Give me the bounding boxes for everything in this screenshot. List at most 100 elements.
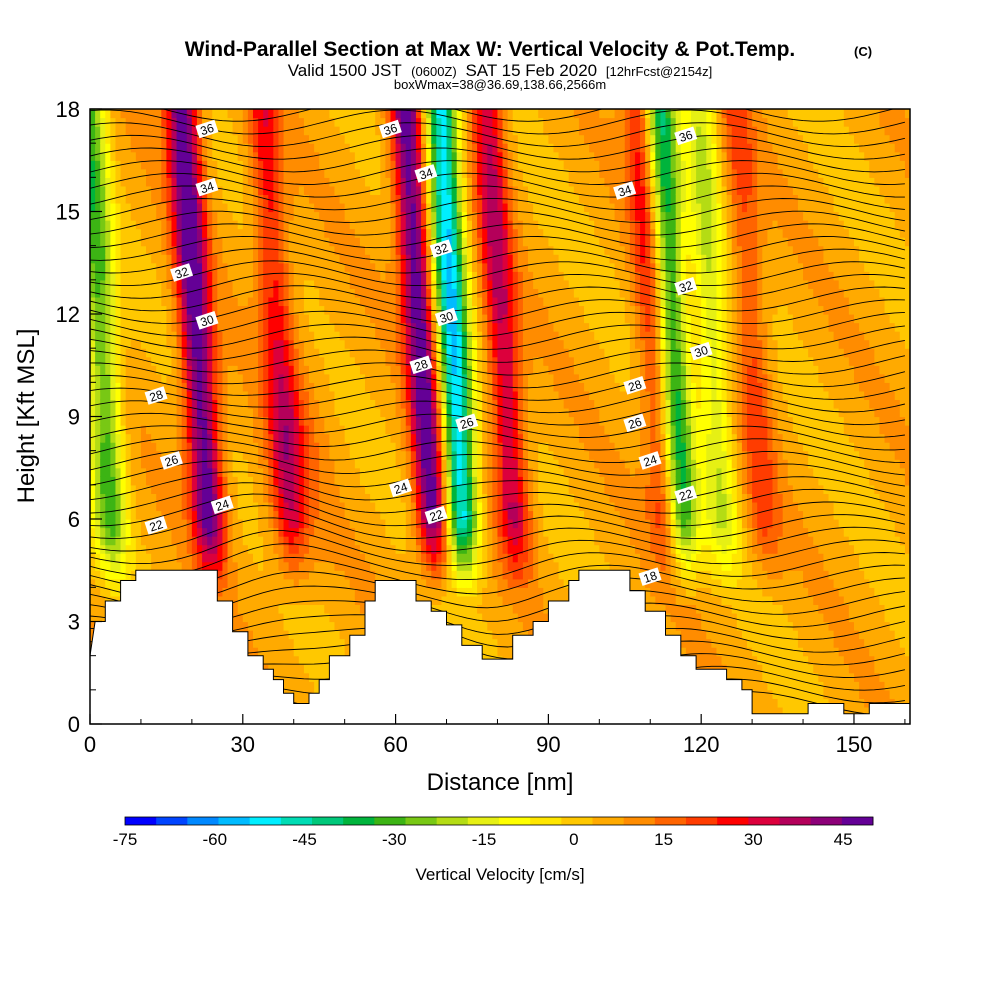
velocity-cell	[222, 220, 229, 230]
velocity-cell	[232, 544, 239, 554]
velocity-cell	[263, 604, 269, 614]
velocity-cell	[202, 459, 208, 469]
velocity-cell	[217, 476, 224, 486]
velocity-cell	[100, 245, 106, 255]
velocity-cell	[273, 228, 280, 238]
velocity-cell	[161, 527, 167, 537]
velocity-cell	[217, 117, 224, 127]
velocity-cell	[421, 416, 427, 426]
velocity-cell	[166, 185, 173, 196]
velocity-cell	[161, 425, 167, 435]
velocity-cell	[222, 442, 229, 452]
velocity-cell	[217, 356, 224, 366]
velocity-cell	[298, 151, 305, 161]
velocity-cell	[293, 296, 300, 307]
velocity-cell	[405, 211, 412, 221]
velocity-cell	[171, 228, 178, 238]
velocity-cell	[421, 578, 427, 588]
velocity-cell	[339, 433, 346, 443]
velocity-cell	[273, 655, 280, 665]
velocity-cell	[100, 339, 106, 349]
velocity-cell	[100, 467, 106, 477]
velocity-cell	[252, 604, 259, 614]
velocity-cell	[207, 211, 213, 221]
velocity-cell	[324, 134, 330, 144]
velocity-cell	[375, 279, 381, 289]
velocity-cell	[288, 476, 295, 486]
velocity-cell	[426, 134, 432, 144]
velocity-cell	[431, 373, 437, 383]
velocity-cell	[140, 544, 147, 554]
velocity-cell	[242, 425, 249, 435]
velocity-cell	[95, 493, 101, 503]
velocity-cell	[212, 331, 218, 341]
velocity-cell	[140, 348, 147, 358]
velocity-cell	[354, 450, 361, 460]
velocity-cell	[395, 339, 402, 349]
velocity-cell	[196, 476, 203, 486]
velocity-cell	[146, 202, 152, 213]
velocity-cell	[334, 553, 341, 563]
velocity-cell	[349, 450, 356, 460]
velocity-cell	[314, 322, 320, 332]
velocity-cell	[334, 450, 341, 460]
velocity-cell	[344, 296, 351, 307]
velocity-cell	[283, 407, 290, 418]
velocity-cell	[186, 484, 193, 494]
velocity-cell	[125, 459, 132, 469]
velocity-cell	[359, 279, 366, 289]
velocity-cell	[171, 425, 178, 435]
velocity-cell	[370, 262, 376, 272]
velocity-cell	[380, 202, 386, 213]
velocity-cell	[191, 109, 198, 119]
velocity-cell	[426, 322, 432, 332]
velocity-cell	[151, 399, 157, 409]
velocity-cell	[283, 322, 290, 332]
velocity-cell	[359, 237, 366, 247]
velocity-cell	[237, 348, 244, 358]
velocity-cell	[314, 630, 320, 640]
velocity-cell	[156, 553, 162, 563]
velocity-cell	[95, 279, 101, 289]
velocity-cell	[242, 305, 249, 315]
velocity-cell	[186, 382, 193, 392]
velocity-cell	[227, 476, 234, 486]
velocity-cell	[186, 296, 193, 307]
velocity-cell	[344, 373, 351, 383]
velocity-cell	[283, 382, 290, 392]
velocity-cell	[161, 305, 167, 315]
velocity-cell	[130, 544, 137, 554]
velocity-cell	[258, 390, 264, 401]
velocity-cell	[431, 314, 437, 324]
velocity-cell	[400, 442, 407, 452]
velocity-cell	[130, 254, 137, 264]
velocity-cell	[268, 561, 274, 571]
velocity-cell	[146, 484, 152, 494]
velocity-cell	[191, 117, 198, 127]
velocity-cell	[273, 202, 280, 213]
velocity-cell	[110, 570, 117, 580]
velocity-cell	[405, 553, 412, 563]
velocity-cell	[227, 348, 234, 358]
velocity-cell	[151, 288, 157, 298]
velocity-cell	[212, 519, 218, 529]
velocity-cell	[400, 271, 407, 281]
velocity-cell	[370, 595, 376, 606]
velocity-cell	[293, 501, 300, 512]
velocity-cell	[436, 604, 443, 614]
velocity-cell	[186, 416, 193, 426]
velocity-cell	[344, 527, 351, 537]
velocity-cell	[227, 399, 234, 409]
velocity-cell	[319, 570, 325, 580]
velocity-cell	[354, 433, 361, 443]
velocity-cell	[232, 237, 239, 247]
velocity-cell	[395, 442, 402, 452]
velocity-cell	[298, 305, 305, 315]
velocity-cell	[390, 536, 397, 546]
velocity-cell	[95, 416, 101, 426]
velocity-cell	[252, 331, 259, 341]
velocity-cell	[202, 416, 208, 426]
velocity-cell	[349, 245, 356, 255]
velocity-cell	[298, 476, 305, 486]
velocity-cell	[115, 348, 122, 358]
